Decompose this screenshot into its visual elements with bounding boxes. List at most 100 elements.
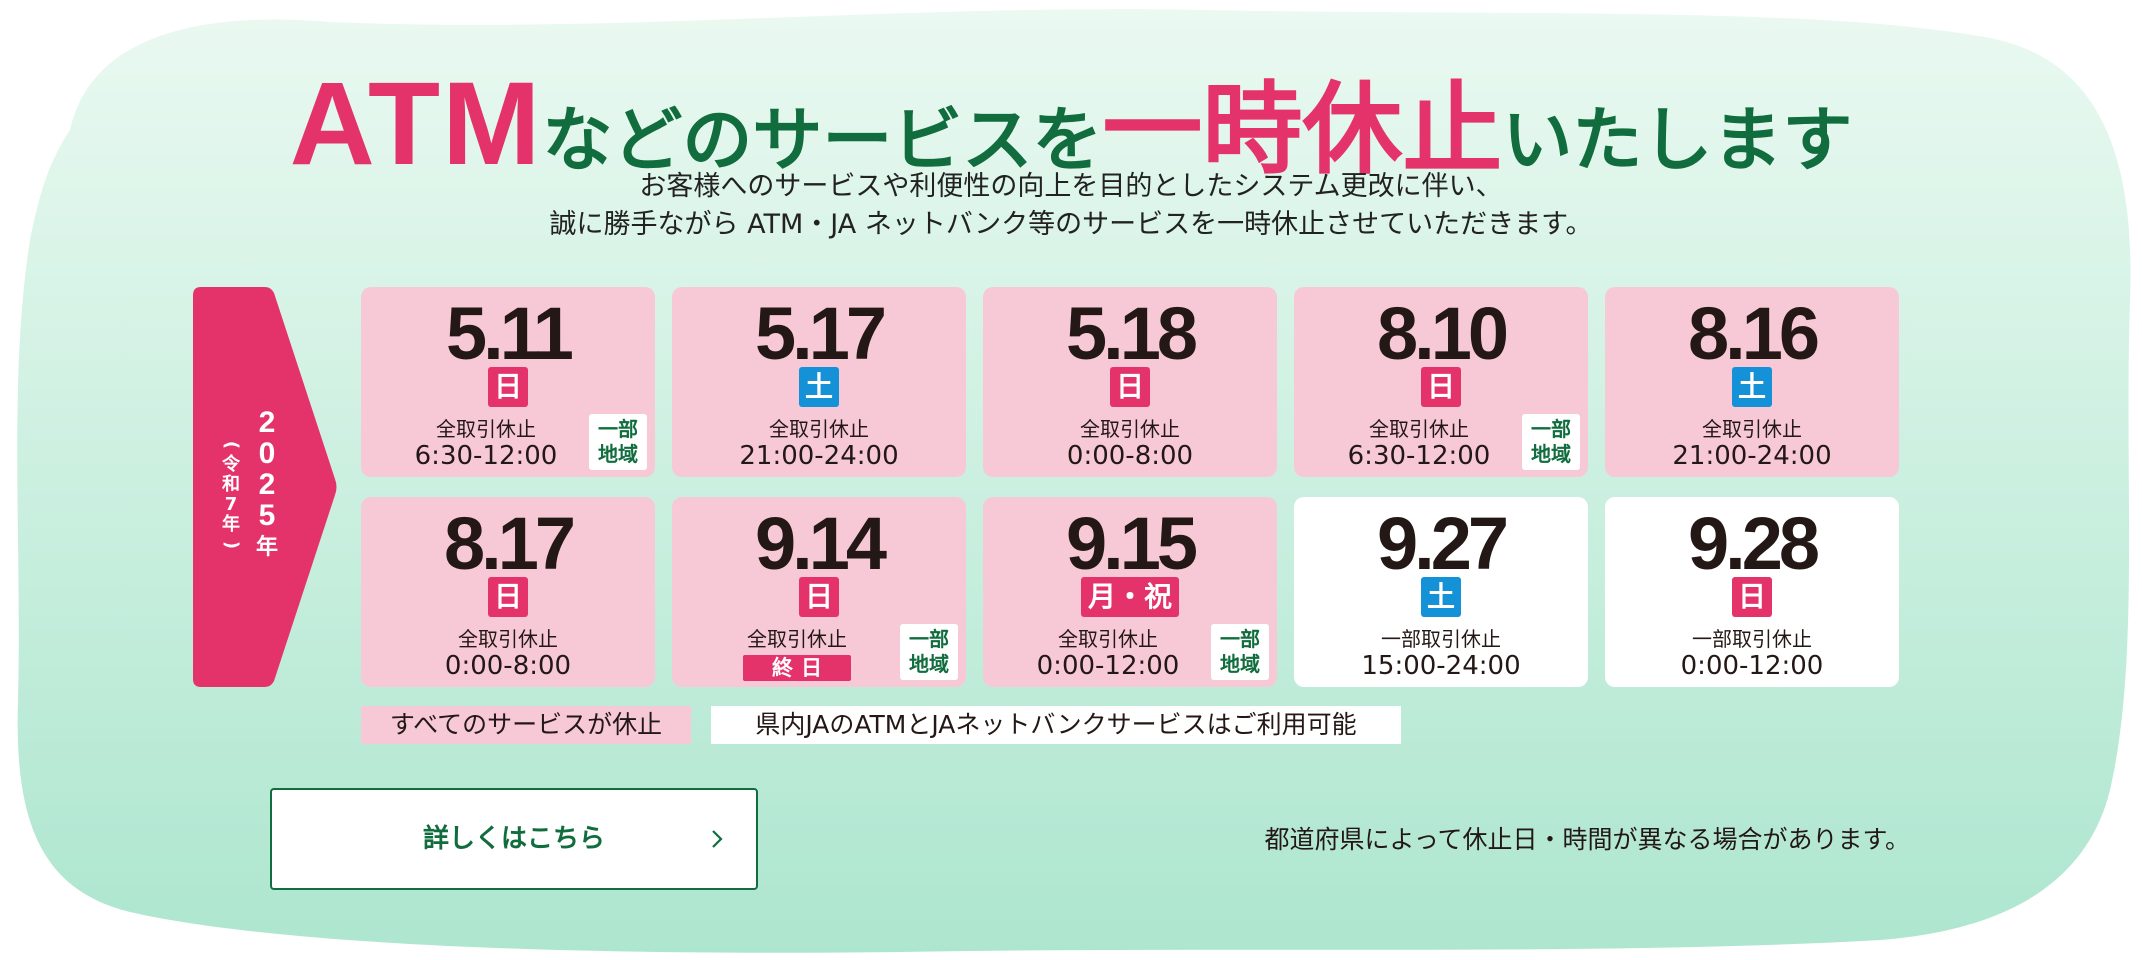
card-day-badge: 土 (799, 367, 839, 407)
all-day-badge: 終日 (743, 655, 851, 681)
partial-region-tag: 一部 地域 (589, 414, 647, 470)
card-time: 6:30-12:00 (414, 441, 558, 471)
year-reiwa: ( 令和 7 年) (218, 435, 244, 555)
card-date: 8.16 (1687, 292, 1820, 375)
card-description: 全取引休止 6:30-12:00 (377, 417, 595, 471)
reiwa-char: 年 (222, 514, 240, 535)
region-tag-line: 地域 (598, 442, 638, 466)
reiwa-char: 和 (222, 474, 240, 495)
reiwa-char: ( (221, 440, 242, 450)
year-arrow (193, 287, 337, 687)
card-day-badge: 土 (1421, 577, 1461, 617)
region-tag-line: 一部 (598, 417, 638, 441)
year-digit: 0 (258, 437, 276, 470)
card-time: 21:00-24:00 (1672, 441, 1832, 471)
headline-services: などのサービスを (542, 99, 1103, 181)
reiwa-char: ) (221, 540, 242, 550)
headline-suspend: 一時休止 (1102, 71, 1503, 188)
card-time: 6:30-12:00 (1347, 441, 1491, 471)
card-description: 全取引休止 0:00-8:00 (361, 627, 655, 681)
region-note: 都道府県によって休止日・時間が異なる場合があります。 (1264, 825, 1910, 854)
region-tag-line: 地域 (1531, 442, 1571, 466)
card-description: 全取引休止 6:30-12:00 (1310, 417, 1528, 471)
year-digit: 2 (258, 468, 276, 501)
card-description: 一部取引休止 15:00-24:00 (1294, 627, 1588, 681)
region-tag-line: 一部 (1531, 417, 1571, 441)
card-date: 5.17 (754, 292, 887, 375)
date-card-8-10: 8.10 日全取引休止 6:30-12:00 一部 地域 (1294, 287, 1588, 477)
year-digit: 年 (255, 534, 278, 559)
card-description: 全取引休止 終日 (688, 627, 906, 681)
card-day-badge: 日 (488, 577, 528, 617)
legend-partial-services: 県内JAのATMとJAネットバンクサービスはご利用可能 (711, 706, 1401, 744)
card-date: 8.17 (443, 502, 576, 585)
card-time: 15:00-24:00 (1361, 651, 1521, 681)
legend-all-services: すべてのサービスが休止 (361, 706, 691, 744)
card-day-badge: 日 (1421, 367, 1461, 407)
card-time: 0:00-12:00 (1036, 651, 1180, 681)
date-card-5-17: 5.17 土全取引休止 21:00-24:00 (672, 287, 966, 477)
reiwa-char: 7 (224, 494, 238, 515)
card-date: 9.14 (754, 502, 887, 585)
date-card-9-14: 9.14 日全取引休止 終日 一部 地域 (672, 497, 966, 687)
card-description: 一部取引休止 0:00-12:00 (1605, 627, 1899, 681)
card-status: 全取引休止 (1058, 627, 1158, 651)
region-tag-line: 一部 (1220, 627, 1260, 651)
card-status: 全取引休止 (458, 627, 558, 651)
card-status: 全取引休止 (1369, 417, 1469, 441)
card-day-badge: 日 (799, 577, 839, 617)
card-status: 一部取引休止 (1692, 627, 1812, 651)
card-date: 9.15 (1065, 502, 1198, 585)
card-description: 全取引休止 0:00-8:00 (983, 417, 1277, 471)
card-time: 0:00-12:00 (1680, 651, 1824, 681)
date-card-5-18: 5.18 日全取引休止 0:00-8:00 (983, 287, 1277, 477)
card-description: 全取引休止 21:00-24:00 (1605, 417, 1899, 471)
card-day-badge: 日 (1732, 577, 1772, 617)
partial-region-tag: 一部 地域 (1522, 414, 1580, 470)
card-day-badge: 日 (1110, 367, 1150, 407)
headline-ending: いたします (1502, 99, 1853, 181)
card-status: 全取引休止 (1702, 417, 1802, 441)
card-status: 全取引休止 (747, 627, 847, 651)
region-tag-line: 地域 (1220, 652, 1260, 676)
card-date: 8.10 (1376, 292, 1509, 375)
reiwa-char: 令 (222, 454, 240, 475)
details-button[interactable]: 詳しくはこちら (270, 788, 758, 890)
card-day-badge: 土 (1732, 367, 1772, 407)
card-date: 9.27 (1376, 502, 1509, 585)
headline: ATMなどのサービスを一時休止いたします (0, 48, 2142, 193)
date-card-5-11: 5.11 日全取引休止 6:30-12:00 一部 地域 (361, 287, 655, 477)
card-description: 全取引休止 21:00-24:00 (672, 417, 966, 471)
card-day-badge: 月・祝 (1081, 577, 1179, 617)
region-tag-line: 地域 (909, 652, 949, 676)
year-digit: 2 (258, 406, 276, 439)
date-card-8-16: 8.16 土全取引休止 21:00-24:00 (1605, 287, 1899, 477)
details-button-label: 詳しくはこちら (422, 824, 605, 854)
lead-line-2: 誠に勝手ながら ATM・JA ネットバンク等のサービスを一時休止させていただきま… (549, 209, 1593, 240)
card-date: 5.18 (1065, 292, 1198, 375)
date-card-9-15: 9.15 月・祝 全取引休止 0:00-12:00 一部 地域 (983, 497, 1277, 687)
lead-text: お客様へのサービスや利便性の向上を目的としたシステム更改に伴い、 誠に勝手ながら… (0, 168, 2142, 244)
headline-atm: ATM (289, 58, 543, 190)
card-status: 全取引休止 (769, 417, 869, 441)
year-digit: 5 (258, 499, 276, 532)
card-status: 全取引休止 (1080, 417, 1180, 441)
card-description: 全取引休止 0:00-12:00 (999, 627, 1217, 681)
date-card-grid: 5.11 日全取引休止 6:30-12:00 一部 地域 5.17 土全取引休止 21:00-… (361, 287, 1899, 687)
card-date: 5.11 (446, 292, 574, 375)
partial-region-tag: 一部 地域 (1211, 624, 1269, 680)
card-time: 0:00-8:00 (444, 651, 572, 681)
card-status: 全取引休止 (436, 417, 536, 441)
region-tag-line: 一部 (909, 627, 949, 651)
partial-region-tag: 一部 地域 (900, 624, 958, 680)
chevron-right-icon (712, 830, 723, 848)
card-day-badge: 日 (488, 367, 528, 407)
card-time: 21:00-24:00 (739, 441, 899, 471)
card-time: 0:00-8:00 (1066, 441, 1194, 471)
date-card-9-27: 9.27 土一部取引休止 15:00-24:00 (1294, 497, 1588, 687)
lead-line-1: お客様へのサービスや利便性の向上を目的としたシステム更改に伴い、 (639, 171, 1503, 202)
card-status: 一部取引休止 (1381, 627, 1501, 651)
